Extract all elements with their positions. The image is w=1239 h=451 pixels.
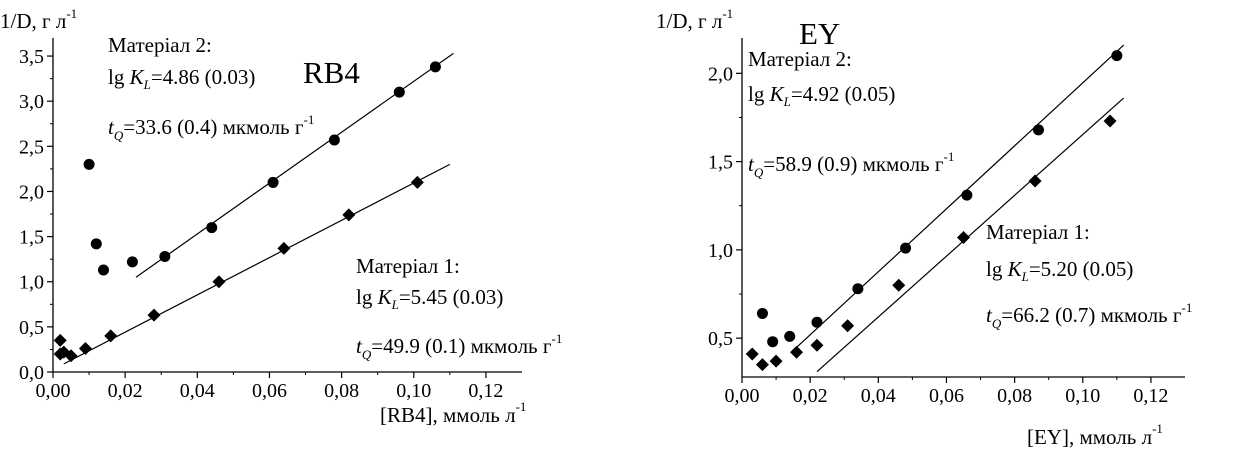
ey-series-material-1-point bbox=[841, 319, 855, 333]
ey-series-material-1-point bbox=[1103, 114, 1117, 128]
rb4-series-material-1-point bbox=[212, 275, 226, 289]
ey-series-material-2-point bbox=[852, 283, 864, 295]
ey-x-tick-label: 0,04 bbox=[861, 385, 896, 407]
ey-material-2-tq: tQ=58.9 (0.9) мкмоль г-1 bbox=[748, 149, 954, 180]
ey-series-material-2-point bbox=[900, 242, 912, 254]
ey-series-material-2-fit-line bbox=[792, 44, 1125, 351]
rb4-series-material-1-point bbox=[104, 329, 118, 343]
ey-y-tick-label: 0,5 bbox=[708, 328, 733, 350]
ey-x-tick-label: 0,06 bbox=[929, 385, 964, 407]
ey-series-material-1-point bbox=[790, 345, 804, 359]
ey-material-1-tq: tQ=66.2 (0.7) мкмоль г-1 bbox=[986, 300, 1192, 331]
ey-series-material-2-point bbox=[756, 307, 768, 319]
ey-x-tick-label: 0,12 bbox=[1133, 385, 1168, 407]
ey-plot-area: 0,00 0,02 0,04 0,06 0,08 0,10 0,12 0,5 1,0 1,5 2,0 bbox=[708, 38, 1185, 407]
ey-y-tick-label: 1,5 bbox=[708, 152, 733, 174]
ey-material-1-lgkl: lg KL=5.20 (0.05) bbox=[986, 257, 1133, 284]
rb4-y-tick-label: 2,0 bbox=[19, 181, 44, 203]
rb4-series-material-2-point bbox=[98, 264, 110, 276]
rb4-series-material-1-point bbox=[342, 208, 356, 222]
rb4-material-2-tq: tQ=33.6 (0.4) мкмоль г-1 bbox=[108, 112, 314, 143]
rb4-material-2-lgkl: lg KL=4.86 (0.03) bbox=[108, 65, 255, 92]
rb4-series-material-1-fit-line bbox=[63, 163, 451, 365]
rb4-series-material-2-point bbox=[393, 86, 405, 98]
ey-series-material-2-point bbox=[784, 330, 796, 342]
rb4-series-material-1-point bbox=[277, 241, 291, 255]
ey-series-material-1-fit-line bbox=[816, 97, 1125, 373]
rb4-series-material-1-point bbox=[53, 333, 67, 347]
rb4-series-material-1-point bbox=[147, 308, 161, 322]
rb4-series-material-2-point bbox=[159, 250, 171, 262]
rb4-series-material-1-point bbox=[410, 175, 424, 189]
rb4-x-tick-label: 0,08 bbox=[324, 380, 359, 402]
rb4-x-axis-label: [RB4], ммоль л-1 bbox=[380, 399, 526, 427]
rb4-y-tick-label: 1,0 bbox=[19, 272, 44, 294]
rb4-series-material-1-point bbox=[64, 349, 78, 363]
rb4-y-tick-label: 3,0 bbox=[19, 91, 44, 113]
rb4-series-material-2-point bbox=[328, 134, 340, 146]
ey-x-tick-label: 0,08 bbox=[997, 385, 1032, 407]
ey-series-material-1-point bbox=[892, 278, 906, 292]
rb4-x-tick-label: 0,10 bbox=[396, 380, 431, 402]
ey-x-axis-label: [EY], ммоль л-1 bbox=[1027, 421, 1163, 449]
rb4-material-1-name: Матеріал 1: bbox=[356, 254, 460, 278]
rb4-x-tick-label: 0,02 bbox=[108, 380, 143, 402]
rb4-series-material-2-point bbox=[429, 61, 441, 73]
ey-series-material-2-point bbox=[811, 316, 823, 328]
ey-y-tick-label: 1,0 bbox=[708, 240, 733, 262]
rb4-material-1-lgkl: lg KL=5.45 (0.03) bbox=[356, 285, 503, 312]
rb4-y-tick-label: 3,5 bbox=[19, 46, 44, 68]
ey-series-material-1-point bbox=[1028, 174, 1042, 188]
ey-series-material-1-point bbox=[810, 338, 824, 352]
rb4-x-tick-label: 0,06 bbox=[252, 380, 287, 402]
rb4-series-material-1-point bbox=[78, 342, 92, 356]
ey-y-axis-label: 1/D, г л-1 bbox=[656, 6, 733, 33]
ey-material-1-name: Матеріал 1: bbox=[986, 220, 1090, 244]
ey-series-material-1-point bbox=[755, 358, 769, 372]
rb4-x-tick-label: 0,12 bbox=[468, 380, 503, 402]
rb4-series-material-2-point bbox=[83, 158, 95, 170]
ey-series-material-2-point bbox=[1032, 124, 1044, 136]
ey-material-2-lgkl: lg KL=4.92 (0.05) bbox=[748, 82, 895, 109]
ey-material-2-name: Матеріал 2: bbox=[748, 47, 852, 71]
rb4-y-tick-label: 1,5 bbox=[19, 227, 44, 249]
rb4-x-tick-label: 0,04 bbox=[180, 380, 215, 402]
rb4-y-axis-label: 1/D, г л-1 bbox=[0, 6, 77, 33]
ey-y-tick-label: 2,0 bbox=[708, 63, 733, 85]
ey-series-material-2-point bbox=[1111, 50, 1123, 62]
ey-series-material-1-point bbox=[957, 231, 970, 245]
rb4-series-material-2-point bbox=[267, 176, 279, 188]
ey-x-tick-label: 0,00 bbox=[725, 385, 760, 407]
ey-series-material-2-point bbox=[961, 189, 973, 201]
rb4-material-2-name: Матеріал 2: bbox=[108, 33, 212, 57]
ey-x-tick-label: 0,10 bbox=[1065, 385, 1100, 407]
rb4-series-material-2-point bbox=[126, 256, 138, 268]
ey-series-material-1-point bbox=[745, 347, 759, 361]
rb4-title: RB4 bbox=[303, 55, 360, 90]
rb4-plot-area: 0,00 0,02 0,04 0,06 0,08 0,10 0,12 0,0 0,5 1,0 1,5… bbox=[19, 38, 522, 402]
ey-x-tick-label: 0,02 bbox=[793, 385, 828, 407]
ey-series-material-2-point bbox=[767, 336, 779, 348]
ey-title: EY bbox=[799, 16, 840, 51]
rb4-y-tick-label: 0,0 bbox=[19, 362, 44, 384]
rb4-y-tick-label: 0,5 bbox=[19, 317, 44, 339]
ey-series-material-1-point bbox=[769, 354, 783, 368]
rb4-y-tick-label: 2,5 bbox=[19, 136, 44, 158]
rb4-series-material-2-point bbox=[206, 222, 218, 234]
rb4-material-1-tq: tQ=49.9 (0.1) мкмоль г-1 bbox=[356, 331, 562, 362]
rb4-x-tick-label: 0,00 bbox=[36, 380, 71, 402]
rb4-series-material-2-point bbox=[90, 238, 102, 250]
